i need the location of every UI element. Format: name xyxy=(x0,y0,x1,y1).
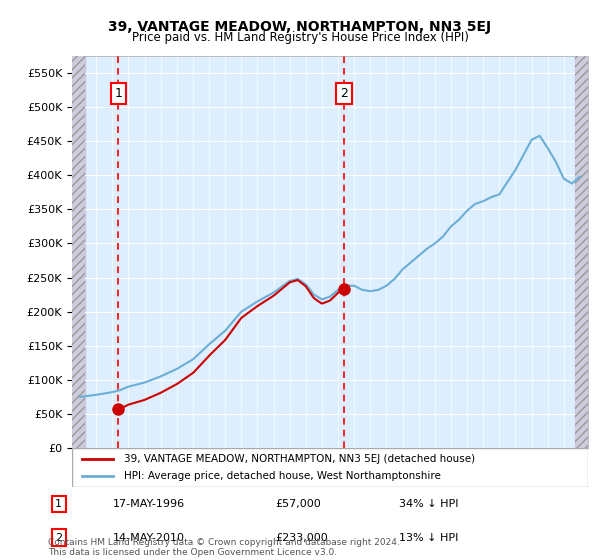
Text: 1: 1 xyxy=(55,499,62,509)
Text: HPI: Average price, detached house, West Northamptonshire: HPI: Average price, detached house, West… xyxy=(124,471,440,481)
Text: 13% ↓ HPI: 13% ↓ HPI xyxy=(399,533,458,543)
Text: 1: 1 xyxy=(115,87,122,100)
Text: £57,000: £57,000 xyxy=(275,499,320,509)
Text: Contains HM Land Registry data © Crown copyright and database right 2024.
This d: Contains HM Land Registry data © Crown c… xyxy=(48,538,400,557)
Text: 39, VANTAGE MEADOW, NORTHAMPTON, NN3 5EJ: 39, VANTAGE MEADOW, NORTHAMPTON, NN3 5EJ xyxy=(109,20,491,34)
Text: 34% ↓ HPI: 34% ↓ HPI xyxy=(399,499,458,509)
Text: 17-MAY-1996: 17-MAY-1996 xyxy=(113,499,185,509)
Text: £233,000: £233,000 xyxy=(275,533,328,543)
Text: 2: 2 xyxy=(55,533,62,543)
Text: 39, VANTAGE MEADOW, NORTHAMPTON, NN3 5EJ (detached house): 39, VANTAGE MEADOW, NORTHAMPTON, NN3 5EJ… xyxy=(124,454,475,464)
Text: Price paid vs. HM Land Registry's House Price Index (HPI): Price paid vs. HM Land Registry's House … xyxy=(131,31,469,44)
Bar xyxy=(72,56,85,448)
Bar xyxy=(72,56,85,448)
Bar xyxy=(575,56,588,448)
Text: 2: 2 xyxy=(340,87,348,100)
Text: 14-MAY-2010: 14-MAY-2010 xyxy=(113,533,185,543)
Bar xyxy=(575,56,588,448)
FancyBboxPatch shape xyxy=(72,448,588,487)
